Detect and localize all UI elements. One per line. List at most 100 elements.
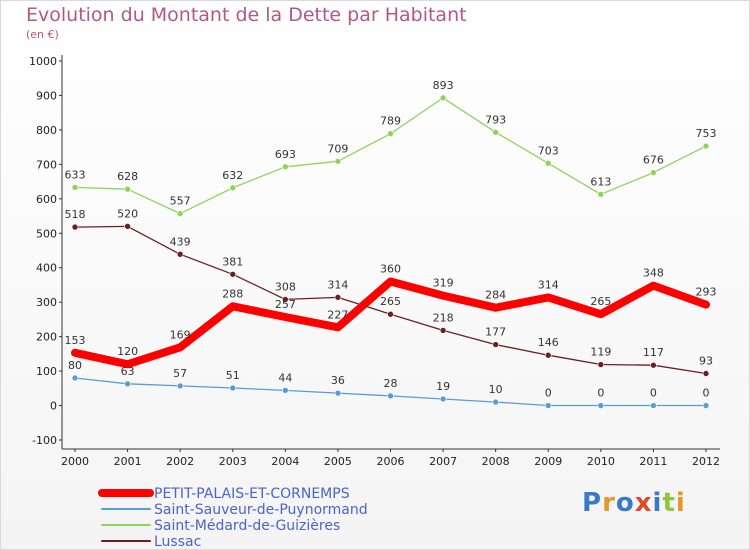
data-point bbox=[650, 361, 657, 369]
data-label: 789 bbox=[380, 115, 401, 128]
data-label: 93 bbox=[699, 355, 713, 368]
data-label: 146 bbox=[538, 336, 559, 349]
data-label: 613 bbox=[590, 175, 611, 188]
data-label: 348 bbox=[643, 267, 664, 280]
data-label: 676 bbox=[643, 154, 664, 167]
data-label: 439 bbox=[170, 235, 191, 248]
data-point bbox=[124, 185, 131, 193]
x-tick-label: 2010 bbox=[587, 455, 615, 468]
data-label: 257 bbox=[275, 298, 296, 311]
x-tick-label: 2000 bbox=[61, 455, 89, 468]
data-label: 0 bbox=[703, 387, 710, 400]
data-point bbox=[229, 384, 237, 392]
data-point bbox=[439, 395, 447, 403]
logo-letter: o bbox=[615, 488, 635, 518]
y-tick-label: 600 bbox=[36, 193, 57, 206]
data-label: 893 bbox=[433, 79, 454, 92]
logo-letter: r bbox=[602, 488, 616, 518]
legend-label: Lussac bbox=[154, 534, 201, 550]
data-label: 293 bbox=[696, 286, 717, 299]
x-tick-label: 2007 bbox=[429, 455, 457, 468]
y-tick-label: 100 bbox=[36, 365, 57, 378]
data-point bbox=[650, 169, 657, 176]
data-label: 218 bbox=[433, 311, 454, 324]
series-lines bbox=[71, 97, 710, 407]
data-label: 265 bbox=[590, 295, 611, 308]
y-tick-label: 200 bbox=[36, 331, 57, 344]
data-label: 308 bbox=[275, 280, 296, 293]
y-tick-label: 500 bbox=[36, 227, 57, 240]
data-label: 520 bbox=[117, 207, 138, 220]
x-tick-label: 2011 bbox=[639, 455, 667, 468]
logo-letter: x bbox=[634, 488, 653, 518]
data-label: 703 bbox=[538, 144, 559, 157]
data-point bbox=[702, 370, 710, 377]
data-point bbox=[176, 210, 184, 217]
data-point bbox=[334, 389, 342, 397]
y-tick-label: 800 bbox=[36, 124, 57, 137]
series-points bbox=[71, 94, 710, 409]
logo-letter: t bbox=[662, 488, 676, 518]
data-label: 632 bbox=[222, 169, 243, 182]
data-point bbox=[282, 296, 289, 303]
logo-letter: P bbox=[582, 488, 603, 518]
data-label: 80 bbox=[68, 359, 82, 372]
data-point bbox=[71, 223, 79, 231]
data-label: 51 bbox=[226, 369, 240, 382]
data-point bbox=[544, 351, 552, 359]
data-label: 319 bbox=[433, 277, 454, 290]
data-label: 57 bbox=[173, 367, 187, 380]
data-label: 0 bbox=[545, 387, 552, 400]
data-label: 628 bbox=[117, 170, 138, 183]
data-point bbox=[124, 380, 131, 388]
data-label: 518 bbox=[65, 208, 86, 221]
data-label: 169 bbox=[170, 328, 191, 341]
data-label: 284 bbox=[485, 289, 506, 302]
data-label: 63 bbox=[121, 365, 135, 378]
data-label: 177 bbox=[485, 326, 506, 339]
data-label: 753 bbox=[696, 127, 717, 140]
data-label: 793 bbox=[485, 113, 506, 126]
data-point bbox=[387, 310, 394, 318]
chart-subtitle: (en €) bbox=[26, 28, 59, 41]
data-point bbox=[282, 387, 289, 394]
data-point bbox=[597, 402, 605, 409]
data-point bbox=[439, 327, 447, 334]
legend-label: PETIT-PALAIS-ET-CORNEMPS bbox=[154, 486, 350, 502]
y-tick-label: 400 bbox=[36, 262, 57, 275]
data-label: 10 bbox=[489, 383, 503, 396]
x-tick-label: 2004 bbox=[271, 455, 299, 468]
x-tick-label: 2006 bbox=[377, 455, 405, 468]
data-label: 709 bbox=[327, 142, 348, 155]
data-label: 360 bbox=[380, 263, 401, 276]
data-label: 117 bbox=[643, 346, 664, 359]
legend-label: Saint-Médard-de-Guizières bbox=[154, 518, 340, 534]
data-labels: 1531201692882572273603192843142653482938… bbox=[65, 79, 717, 400]
data-point bbox=[492, 129, 499, 136]
data-label: 19 bbox=[436, 380, 450, 393]
data-point bbox=[229, 184, 237, 192]
data-point bbox=[334, 294, 342, 301]
y-tick-label: 300 bbox=[36, 296, 57, 309]
data-label: 314 bbox=[327, 278, 348, 291]
data-point bbox=[176, 250, 184, 258]
data-point bbox=[544, 402, 552, 409]
data-label: 36 bbox=[331, 374, 345, 387]
data-point bbox=[387, 130, 394, 137]
x-tick-label: 2012 bbox=[692, 455, 720, 468]
data-label: 0 bbox=[650, 387, 657, 400]
data-point bbox=[334, 157, 342, 165]
x-tick-label: 2009 bbox=[534, 455, 562, 468]
data-label: 381 bbox=[222, 255, 243, 268]
data-label: 633 bbox=[65, 168, 86, 181]
y-tick-label: 0 bbox=[50, 400, 57, 413]
data-point bbox=[71, 184, 79, 191]
data-label: 28 bbox=[384, 377, 398, 390]
series-line bbox=[71, 277, 710, 369]
x-tick-label: 2002 bbox=[166, 455, 194, 468]
data-point bbox=[176, 382, 184, 390]
data-point bbox=[229, 270, 237, 278]
data-label: 119 bbox=[590, 346, 611, 359]
